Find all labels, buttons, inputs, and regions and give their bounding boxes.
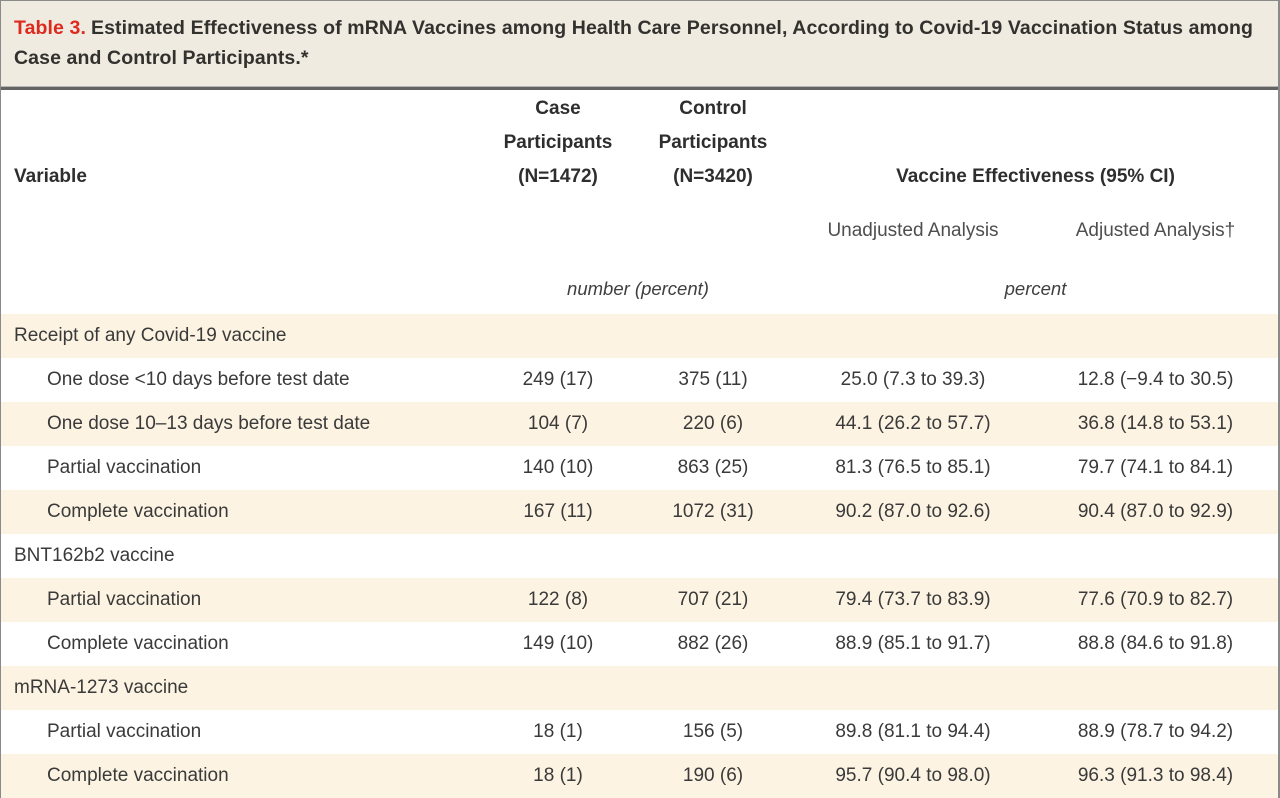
case-participants-cell: 104 (7): [527, 413, 589, 434]
column-header-variable: Variable: [14, 166, 87, 187]
adjusted-effectiveness-cell: 79.7 (74.1 to 84.1): [1077, 457, 1234, 478]
unadjusted-effectiveness-cell: 88.9 (85.1 to 91.7): [835, 633, 991, 654]
table-row: BNT162b2 vaccine: [1, 534, 1278, 578]
adjusted-effectiveness-cell: 90.4 (87.0 to 92.9): [1077, 501, 1234, 522]
case-participants-cell: 140 (10): [522, 457, 594, 478]
control-participants-cell: 1072 (31): [672, 501, 754, 522]
case-participants-cell: 18 (1): [533, 721, 583, 742]
row-variable-label: Complete vaccination: [47, 765, 229, 786]
row-variable-label: Complete vaccination: [47, 633, 229, 654]
unit-label-number-percent: number (percent): [567, 278, 709, 299]
header-band-columns: Variable Case Participants (N=1472) Cont…: [1, 90, 1278, 196]
adjusted-effectiveness-cell: 36.8 (14.8 to 53.1): [1077, 413, 1234, 434]
unadjusted-effectiveness-cell: 44.1 (26.2 to 57.7): [835, 413, 991, 434]
column-header-control-participants: Control Participants (N=3420): [658, 98, 768, 187]
title-divider-rule: [1, 86, 1278, 90]
table-title: Table 3. Estimated Effectiveness of mRNA …: [1, 1, 1278, 86]
unadjusted-effectiveness-cell: 95.7 (90.4 to 98.0): [835, 765, 991, 786]
table-row: Complete vaccination 149 (10) 882 (26) 8…: [1, 622, 1278, 666]
header-band-analysis: Unadjusted Analysis Adjusted Analysis†: [1, 196, 1278, 242]
row-variable-label: Partial vaccination: [47, 457, 202, 478]
case-participants-cell: 18 (1): [533, 765, 583, 786]
control-participants-cell: 375 (11): [678, 369, 748, 390]
control-participants-cell: 220 (6): [682, 413, 744, 434]
table-row: Partial vaccination 122 (8) 707 (21) 79.…: [1, 578, 1278, 622]
column-subheader-unadjusted-analysis: Unadjusted Analysis: [827, 220, 999, 241]
case-participants-cell: 122 (8): [527, 589, 589, 610]
adjusted-effectiveness-cell: 77.6 (70.9 to 82.7): [1077, 589, 1234, 610]
row-variable-label: mRNA-1273 vaccine: [14, 677, 189, 698]
unadjusted-effectiveness-cell: 81.3 (76.5 to 85.1): [835, 457, 991, 478]
unadjusted-effectiveness-cell: 89.8 (81.1 to 94.4): [835, 721, 991, 742]
case-participants-cell: 167 (11): [523, 501, 593, 522]
table-row: Partial vaccination 140 (10) 863 (25) 81…: [1, 446, 1278, 490]
table-row: Complete vaccination 167 (11) 1072 (31) …: [1, 490, 1278, 534]
adjusted-effectiveness-cell: 88.8 (84.6 to 91.8): [1077, 633, 1234, 654]
unit-label-percent: percent: [1004, 278, 1067, 299]
row-variable-label: Partial vaccination: [47, 589, 202, 610]
column-header-vaccine-effectiveness: Vaccine Effectiveness (95% CI): [896, 166, 1175, 187]
control-participants-cell: 707 (21): [677, 589, 749, 610]
row-variable-label: One dose 10–13 days before test date: [47, 413, 371, 434]
case-participants-cell: 249 (17): [522, 369, 594, 390]
table-row: Receipt of any Covid-19 vaccine: [1, 314, 1278, 358]
column-header-case-participants: Case Participants (N=1472): [503, 98, 613, 187]
control-participants-cell: 156 (5): [682, 721, 744, 742]
table-header: Variable Case Participants (N=1472) Cont…: [1, 90, 1278, 314]
table-title-text: Estimated Effectiveness of mRNA Vaccines…: [14, 17, 1254, 69]
table-number-label: Table 3.: [14, 17, 86, 39]
control-participants-cell: 190 (6): [682, 765, 744, 786]
header-band-units: number (percent) percent: [1, 242, 1278, 314]
unadjusted-effectiveness-cell: 25.0 (7.3 to 39.3): [840, 369, 986, 390]
adjusted-effectiveness-cell: 88.9 (78.7 to 94.2): [1077, 721, 1234, 742]
row-variable-label: Receipt of any Covid-19 vaccine: [14, 325, 287, 346]
table-row: mRNA-1273 vaccine: [1, 666, 1278, 710]
control-participants-cell: 863 (25): [677, 457, 749, 478]
adjusted-effectiveness-cell: 12.8 (−9.4 to 30.5): [1077, 369, 1234, 390]
column-subheader-adjusted-analysis: Adjusted Analysis†: [1075, 220, 1236, 241]
unadjusted-effectiveness-cell: 79.4 (73.7 to 83.9): [835, 589, 991, 610]
unadjusted-effectiveness-cell: 90.2 (87.0 to 92.6): [835, 501, 991, 522]
control-participants-cell: 882 (26): [677, 633, 749, 654]
table-body: Receipt of any Covid-19 vaccine One dose…: [1, 314, 1278, 798]
row-variable-label: Complete vaccination: [47, 501, 229, 522]
row-variable-label: Partial vaccination: [47, 721, 202, 742]
row-variable-label: One dose <10 days before test date: [47, 369, 350, 390]
table-row: Complete vaccination 18 (1) 190 (6) 95.7…: [1, 754, 1278, 798]
table-row: Partial vaccination 18 (1) 156 (5) 89.8 …: [1, 710, 1278, 754]
table-row: One dose <10 days before test date 249 (…: [1, 358, 1278, 402]
case-participants-cell: 149 (10): [522, 633, 594, 654]
row-variable-label: BNT162b2 vaccine: [14, 545, 175, 566]
table-row: One dose 10–13 days before test date 104…: [1, 402, 1278, 446]
adjusted-effectiveness-cell: 96.3 (91.3 to 98.4): [1077, 765, 1234, 786]
